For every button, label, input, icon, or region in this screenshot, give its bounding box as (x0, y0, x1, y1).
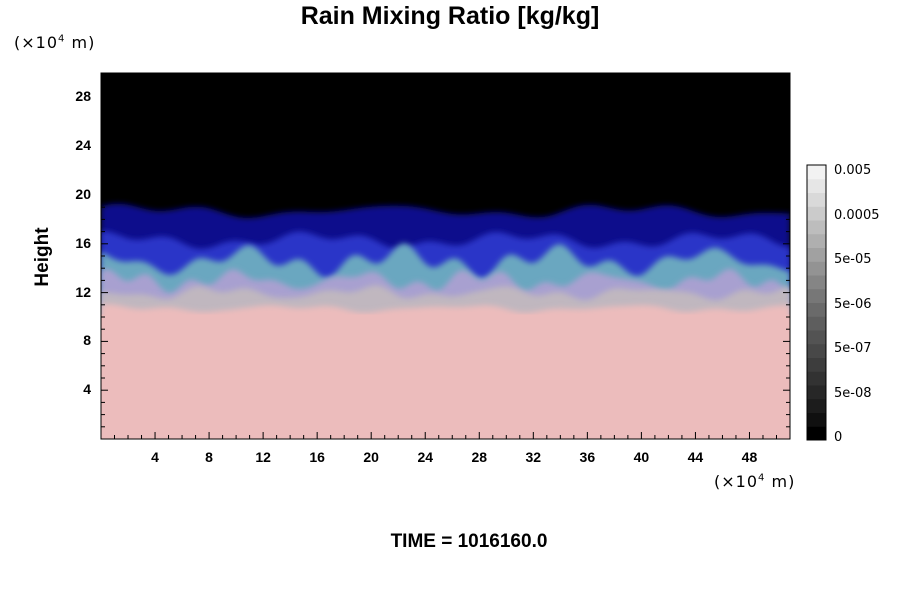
x-tick-label: 40 (633, 449, 650, 465)
y-tick-label: 16 (75, 234, 91, 251)
x-tick-label: 32 (525, 449, 542, 465)
colorbar-swatch (807, 316, 826, 331)
time-footer: TIME = 1016160.0 (390, 531, 548, 552)
x-tick-label: 48 (741, 449, 758, 465)
colorbar-label: 5e-07 (834, 341, 872, 356)
y-tick-label: 12 (75, 283, 91, 300)
colorbar (806, 164, 827, 441)
y-tick-label: 4 (83, 381, 91, 398)
x-tick-label: 20 (363, 449, 379, 465)
colorbar-label: 5e-08 (834, 385, 872, 401)
colorbar-swatch (807, 343, 826, 358)
colorbar-swatch (807, 192, 826, 207)
colorbar-label: 5e-05 (834, 252, 872, 267)
colorbar-swatch (807, 275, 826, 290)
x-tick-label: 4 (151, 449, 159, 465)
chart-title: Rain Mixing Ratio [kg/kg] (300, 2, 600, 30)
y-tick-label: 24 (75, 137, 91, 154)
colorbar-swatch (807, 233, 826, 248)
colorbar-swatch (807, 412, 826, 427)
x-tick-label: 44 (687, 449, 704, 465)
colorbar-swatch (807, 302, 826, 317)
colorbar-swatch (807, 357, 826, 372)
x-tick-label: 36 (579, 449, 596, 465)
x-tick-label: 28 (471, 449, 488, 465)
colorbar-swatch (807, 220, 826, 235)
colorbar-swatch (807, 165, 826, 180)
colorbar-swatch (807, 385, 826, 400)
colorbar-swatch (807, 178, 826, 193)
colorbar-swatch (807, 426, 826, 441)
colorbar-swatch (807, 206, 826, 221)
x-tick-label: 24 (417, 449, 434, 465)
y-tick-label: 8 (83, 332, 91, 349)
x-tick-label: 16 (309, 449, 325, 465)
y-tick-label: 28 (75, 88, 91, 105)
x-tick-label: 12 (255, 449, 271, 465)
x-axis-unit: (×104 m) (714, 472, 796, 491)
y-axis-unit: (×104 m) (14, 33, 96, 52)
colorbar-label: 5e-06 (834, 296, 872, 312)
y-tick-label: 20 (75, 186, 91, 202)
layer-pink-base (101, 314, 790, 439)
colorbar-swatch (807, 261, 826, 276)
colorbar-swatch (807, 330, 826, 345)
axis-ticks (101, 73, 790, 439)
colorbar-frame (806, 164, 827, 441)
colorbar-label: 0.0005 (834, 207, 880, 223)
x-tick-label: 8 (205, 449, 213, 465)
colorbar-swatch (807, 371, 826, 386)
colorbar-swatch (807, 288, 826, 303)
colorbar-swatch (807, 398, 826, 413)
colorbar-swatch (807, 247, 826, 262)
colorbar-label: 0.005 (834, 163, 872, 178)
plot-area (101, 73, 790, 439)
colorbar-label: 0 (834, 430, 843, 445)
